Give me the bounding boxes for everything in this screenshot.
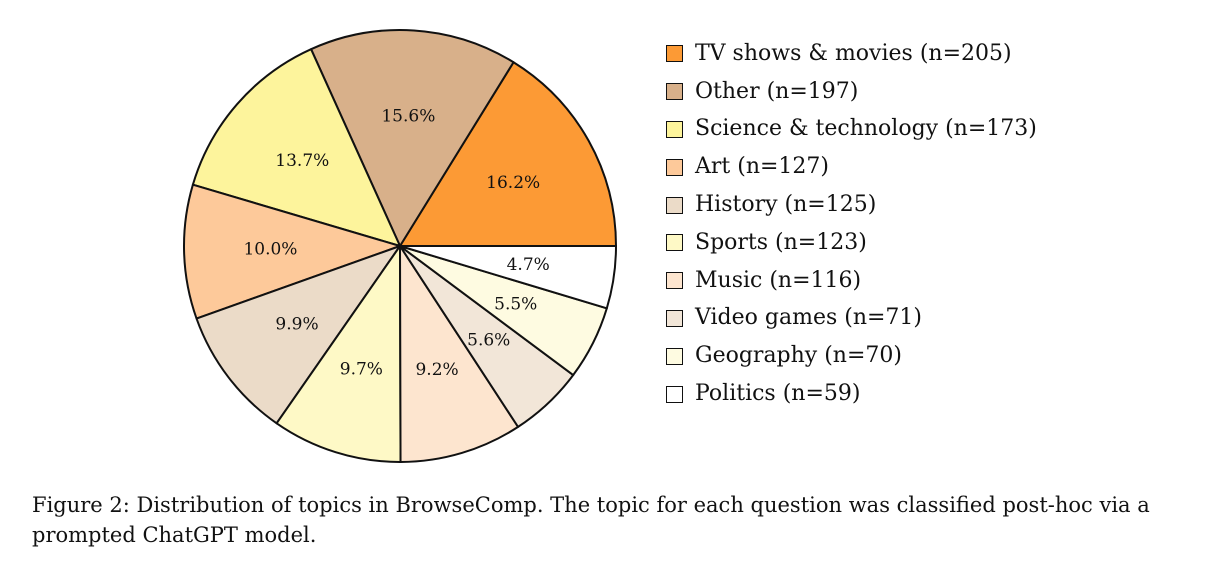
pie-slice [399,245,520,463]
pie-slice-labels: 16.2% 15.6% 13.7% 10.0% 9.9% 9.7% 9.2% 5.6% 5.5%… [243,107,549,381]
legend-label: Science & technology (n=173) [695,116,1037,142]
pie-slice [275,245,402,464]
legend-label: History (n=125) [695,192,877,218]
legend-swatch [666,385,683,403]
slice-percent-label: 5.6% [467,330,510,350]
legend-swatch [666,234,683,252]
legend-swatch [666,120,683,138]
slice-percent-label: 9.9% [275,315,318,335]
pie-slice [191,48,401,247]
legend-label: TV shows & movies (n=205) [695,40,1012,66]
legend-item: History (n=125) [666,186,1066,224]
legend-item: Music (n=116) [666,262,1066,300]
legend-item: Video games (n=71) [666,300,1066,338]
slice-percent-label: 9.7% [340,360,383,380]
slice-percent-label: 15.6% [381,107,435,127]
pie-slice [399,61,617,247]
pie-slices [183,29,617,464]
pie-slice [195,245,401,425]
legend-swatch [666,347,683,365]
pie-slice [399,245,617,310]
legend-item: Science & technology (n=173) [666,111,1066,149]
legend-label: Sports (n=123) [695,229,867,255]
legend-swatch [666,272,683,290]
legend-label: Video games (n=71) [695,305,923,331]
legend-item: Politics (n=59) [666,375,1066,413]
legend-label: Art (n=127) [695,154,829,180]
legend-swatch [666,83,683,101]
legend-label: Politics (n=59) [695,381,861,407]
slice-percent-label: 9.2% [415,360,458,380]
legend-item: Geography (n=70) [666,337,1066,375]
legend-item: Art (n=127) [666,148,1066,186]
legend-label: Music (n=116) [695,267,862,293]
slice-percent-label: 13.7% [275,151,329,171]
legend-swatch [666,309,683,327]
pie-slice [310,29,515,247]
slice-percent-label: 10.0% [243,240,297,260]
legend-swatch [666,196,683,214]
legend-item: Sports (n=123) [666,224,1066,262]
chart-legend: TV shows & movies (n=205) Other (n=197) Sc… [666,35,1066,413]
legend-label: Other (n=197) [695,78,859,104]
slice-percent-label: 4.7% [507,255,550,275]
legend-item: TV shows & movies (n=205) [666,35,1066,73]
slice-percent-label: 5.5% [494,294,537,314]
figure-caption: Figure 2: Distribution of topics in Brow… [32,493,1150,548]
pie-slice [183,183,401,320]
legend-label: Geography (n=70) [695,343,902,369]
slice-percent-label: 16.2% [486,173,540,193]
legend-swatch [666,158,683,176]
legend-item: Other (n=197) [666,73,1066,111]
legend-swatch [666,45,683,63]
